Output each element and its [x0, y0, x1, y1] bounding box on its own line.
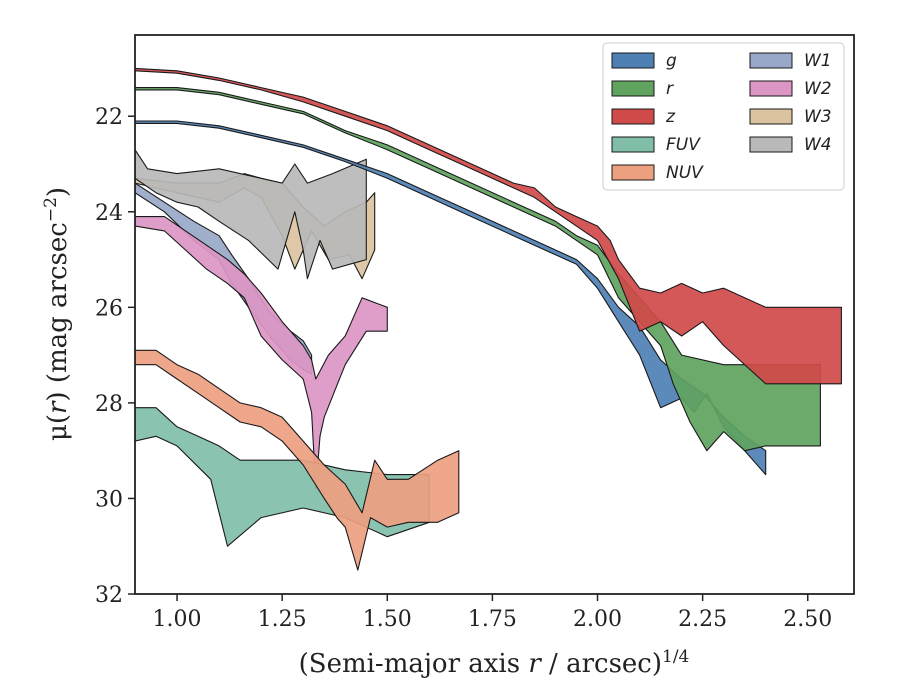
band-r	[135, 87, 821, 452]
legend-label-z: z	[665, 107, 676, 127]
x-tick-label: 1.25	[258, 607, 307, 632]
band-w4	[135, 149, 367, 280]
legend-label-w1: W1	[804, 51, 832, 71]
y-tick-label: 22	[95, 105, 123, 130]
x-axis-label: (Semi-major axis r / arcsec)1/4	[299, 647, 690, 679]
legend-label-nuv: NUV	[666, 163, 704, 183]
x-tick-label: 1.00	[153, 607, 202, 632]
y-tick-label: 32	[95, 583, 123, 608]
x-tick-label: 1.50	[363, 607, 412, 632]
band-nuv	[135, 349, 460, 571]
y-tick-label: 30	[95, 487, 123, 512]
legend-swatch-nuv	[611, 164, 655, 181]
legend-box	[602, 42, 845, 191]
band-w2	[135, 216, 388, 490]
legend: grz FUV NUV W1 W2 W3 W4	[602, 42, 845, 191]
legend-swatch-w3	[749, 108, 793, 125]
legend-swatch-fuv	[611, 136, 655, 153]
y-axis-ticks: 22 24 26 28 30 32	[95, 105, 135, 608]
y-tick-label: 26	[95, 296, 123, 321]
legend-label-fuv: FUV	[666, 135, 701, 155]
profile-bands	[135, 67, 842, 571]
x-tick-label: 1.75	[468, 607, 517, 632]
legend-label-w4: W4	[804, 135, 832, 155]
x-tick-label: 2.25	[678, 607, 727, 632]
x-tick-label: 2.50	[783, 607, 832, 632]
legend-swatch-z	[611, 108, 655, 125]
legend-swatch-w4	[749, 136, 793, 153]
legend-label-r: r	[666, 79, 674, 99]
legend-label-w2: W2	[804, 79, 832, 99]
band-g	[135, 120, 767, 476]
legend-label-w3: W3	[804, 107, 832, 127]
legend-swatch-w2	[749, 80, 793, 97]
legend-swatch-g	[611, 52, 655, 69]
legend-label-g: g	[666, 51, 677, 71]
x-axis-ticks: 1.00 1.25 1.50 1.75 2.00 2.25 2.50	[153, 594, 832, 632]
y-tick-label: 28	[95, 392, 123, 417]
legend-swatch-r	[611, 80, 655, 97]
plot-frame	[134, 34, 855, 595]
y-tick-label: 24	[95, 201, 123, 226]
x-tick-label: 2.00	[573, 607, 622, 632]
legend-swatch-w1	[749, 52, 793, 69]
band-z	[135, 67, 842, 385]
y-axis-label: μ(r) (mag arcsec−2)	[41, 187, 73, 441]
